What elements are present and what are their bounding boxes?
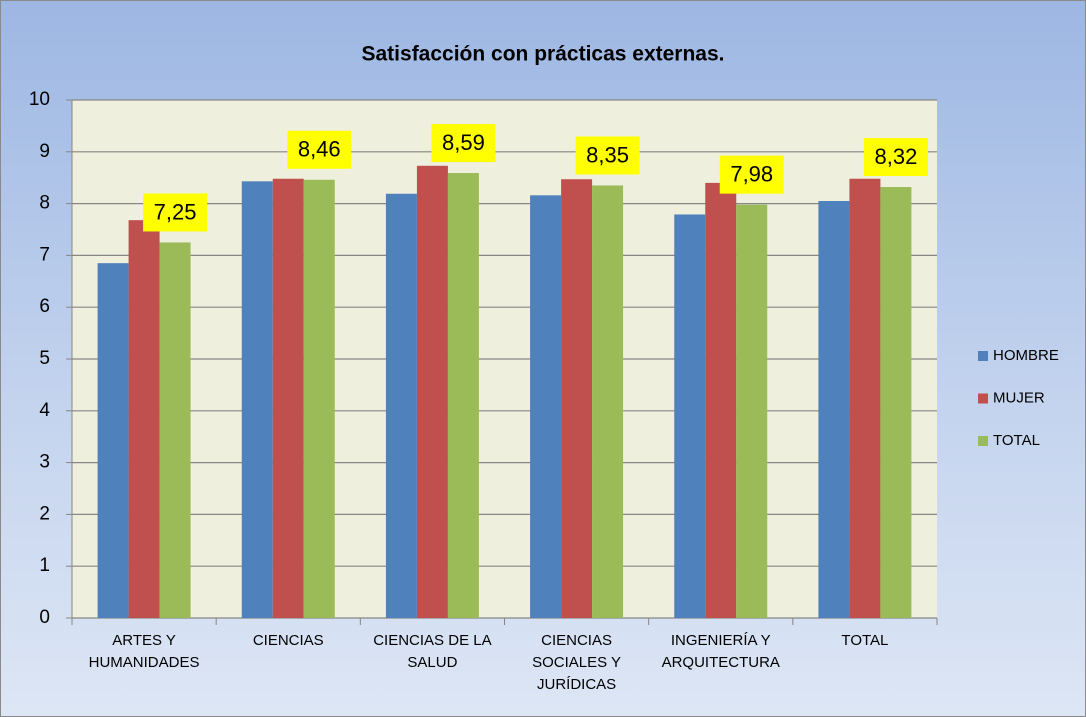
legend-swatch — [978, 436, 988, 446]
y-tick-label: 3 — [39, 452, 50, 473]
y-tick-label: 9 — [39, 141, 50, 162]
y-tick-label: 2 — [39, 503, 50, 524]
data-label-box — [287, 130, 352, 169]
x-tick-label: ARTES Y HUMANIDADES — [88, 632, 200, 671]
x-tick-label: INGENIERÍA Y ARQUITECTURA — [661, 632, 780, 671]
bar — [416, 165, 448, 618]
bar — [128, 220, 160, 618]
y-tick-label: 5 — [39, 348, 50, 369]
data-label: 7,25 — [154, 199, 197, 224]
data-label: 8,46 — [298, 137, 341, 162]
bar — [592, 185, 624, 618]
x-tick-label: CIENCIAS SOCIALES Y JURÍDICAS — [532, 632, 622, 693]
bar — [272, 178, 304, 618]
bar — [818, 201, 850, 618]
data-label-box — [575, 136, 640, 175]
bar — [97, 263, 129, 618]
y-tick-label: 6 — [39, 296, 50, 317]
data-label-box — [863, 138, 928, 177]
x-tick-label: CIENCIAS DE LA SALUD — [373, 632, 492, 671]
bar — [447, 173, 479, 618]
y-tick-label: 1 — [39, 555, 50, 576]
legend-label: HOMBRE — [993, 347, 1059, 364]
y-tick-label: 7 — [39, 244, 50, 265]
bar — [385, 193, 417, 618]
legend-label: MUJER — [993, 389, 1045, 406]
data-label-box — [143, 193, 208, 232]
bar — [880, 187, 912, 619]
bar — [849, 178, 881, 618]
bar — [241, 181, 273, 619]
data-label: 8,32 — [875, 144, 918, 169]
data-label: 8,35 — [586, 142, 629, 167]
chart-title: Satisfacción con prácticas externas. — [362, 43, 725, 66]
x-tick-label: TOTAL — [841, 632, 889, 649]
bar — [674, 214, 706, 618]
data-label: 7,98 — [730, 161, 773, 186]
x-tick-label: CIENCIAS — [252, 632, 324, 649]
data-label-box — [719, 155, 784, 194]
data-label: 8,59 — [442, 130, 485, 155]
bar — [530, 195, 562, 618]
bar — [705, 182, 737, 618]
legend-swatch — [978, 351, 988, 361]
bar — [159, 242, 191, 618]
y-tick-label: 8 — [39, 193, 50, 214]
bar — [736, 204, 768, 619]
data-label-box — [431, 124, 496, 163]
bar — [303, 179, 335, 618]
bar — [561, 179, 593, 618]
legend-label: TOTAL — [993, 432, 1040, 449]
y-tick-label: 4 — [39, 400, 50, 421]
y-tick-label: 0 — [39, 607, 50, 628]
y-tick-label: 10 — [29, 89, 50, 110]
legend-swatch — [978, 393, 988, 404]
